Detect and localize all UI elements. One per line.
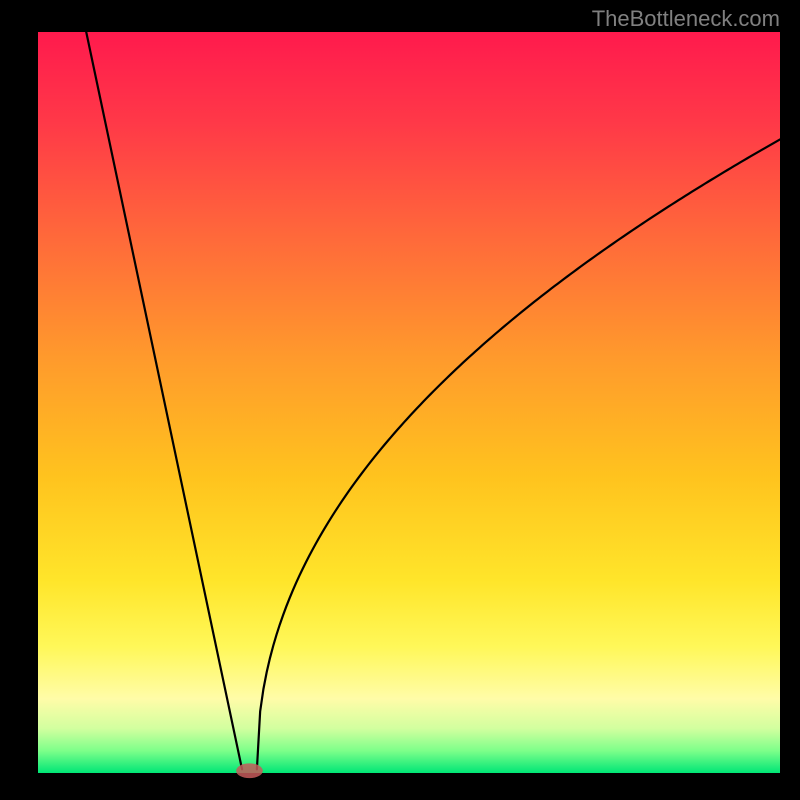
- watermark-text: TheBottleneck.com: [592, 6, 780, 32]
- bottleneck-chart: [0, 0, 800, 800]
- chart-svg: [0, 0, 800, 800]
